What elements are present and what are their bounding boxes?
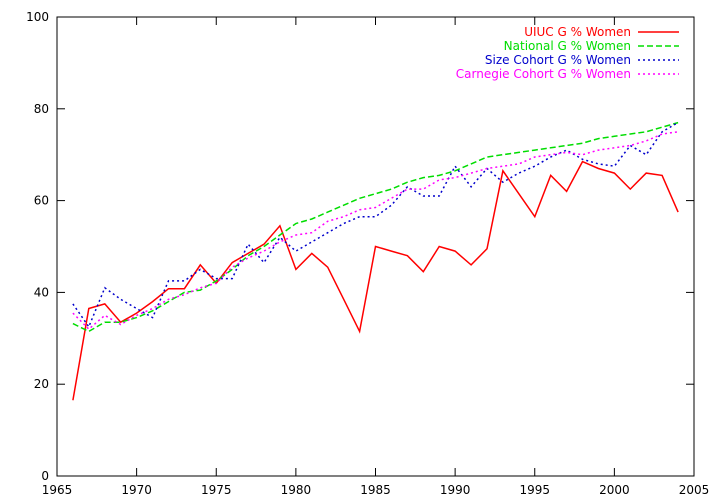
- legend-label: Carnegie Cohort G % Women: [456, 67, 631, 81]
- legend-label: Size Cohort G % Women: [485, 53, 631, 67]
- y-tick-label: 20: [34, 377, 49, 391]
- x-tick-label: 1990: [440, 483, 471, 497]
- series-line-4: [72, 131, 679, 331]
- legend-label: UIUC G % Women: [524, 25, 631, 39]
- x-tick-label: 1975: [201, 483, 232, 497]
- x-tick-label: 1965: [42, 483, 73, 497]
- y-tick-label: 100: [26, 10, 49, 24]
- y-tick-label: 80: [34, 102, 49, 116]
- series-line-2: [72, 121, 679, 333]
- y-tick-label: 40: [34, 285, 49, 299]
- series-lines: [72, 121, 679, 401]
- x-tick-label: 1980: [281, 483, 312, 497]
- series-line-1: [72, 160, 679, 401]
- y-tick-label: 60: [34, 194, 49, 208]
- axis-ticks: [56, 16, 695, 477]
- y-tick-label: 0: [41, 469, 49, 483]
- x-tick-label: 1970: [121, 483, 152, 497]
- x-tick-label: 2005: [679, 483, 710, 497]
- x-tick-label: 1995: [519, 483, 550, 497]
- legend-label: National G % Women: [504, 39, 631, 53]
- axis-tick-labels: 1965 1970 1975 1980 1985 1990 1995 2000 2005 0 20 4…: [26, 10, 709, 497]
- series-line-3: [72, 121, 679, 329]
- x-tick-label: 2000: [599, 483, 630, 497]
- x-tick-label: 1985: [360, 483, 391, 497]
